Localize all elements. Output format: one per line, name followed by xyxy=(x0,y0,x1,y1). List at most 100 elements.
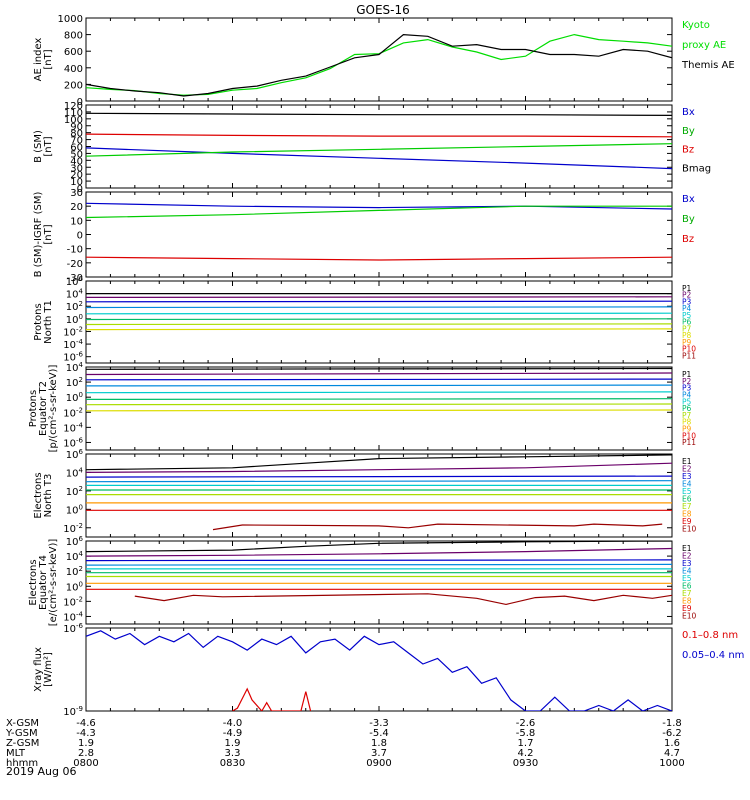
x-axis-table: X-GSM -4.6 -4.0 -3.3 -2.6 -1.8 Y-GSM -4.3 -4.9 -5… xyxy=(5,718,685,769)
series-line-P4 xyxy=(86,384,672,387)
series-line-Bz xyxy=(86,256,672,261)
legend-entry: E8 xyxy=(682,597,692,606)
y-tick-label: 400 xyxy=(64,64,83,75)
legend-entry: Bmag xyxy=(682,163,711,174)
y-tick-label: 106 xyxy=(66,275,84,288)
legend-entry: E7 xyxy=(682,589,692,598)
series-line-E10 xyxy=(212,523,663,531)
legend-entry: Bx xyxy=(682,107,695,118)
y-tick-label: 102 xyxy=(66,300,83,313)
y-axis-label: Protons xyxy=(28,390,39,427)
legend-entry: Bz xyxy=(682,145,694,156)
y-tick-label: 104 xyxy=(66,466,84,479)
y-tick-label: 10 xyxy=(70,216,83,227)
y-axis-label: [nT] xyxy=(43,136,54,156)
panel-ae: 0 200 400 600 800 1000 AE index [nT] Kyoto proxy … xyxy=(33,14,735,108)
panel-electrons_t4: 106 104 102 100 10-2 10-4 Electrons Equator T4[… xyxy=(28,535,697,626)
x-axis-value: 1.7 xyxy=(518,738,534,749)
x-axis-value: 3.3 xyxy=(225,748,241,759)
y-axis-label: North T1 xyxy=(43,300,54,344)
legend-entry: E4 xyxy=(682,480,692,489)
x-axis-value: 0830 xyxy=(220,758,245,769)
series-line-P3 xyxy=(86,300,672,303)
series-line-By xyxy=(86,205,672,219)
series-line-Bx xyxy=(86,147,672,170)
series-line-E1 xyxy=(86,541,672,553)
series-line-P6 xyxy=(86,398,672,400)
series-line-P8 xyxy=(86,409,672,412)
y-tick-label: 10-4 xyxy=(63,610,83,623)
legend-entry: P8 xyxy=(682,418,692,427)
y-axis-label: Protons xyxy=(33,303,44,340)
series-line-P7 xyxy=(86,323,672,326)
legend-entry: E4 xyxy=(682,567,692,576)
legend-entry: E8 xyxy=(682,510,692,519)
y-axis-label: [nT] xyxy=(43,224,54,244)
y-tick-label: 0 xyxy=(77,97,83,108)
y-tick-label: 100 xyxy=(66,503,83,516)
legend-entry: Themis AE xyxy=(681,60,735,71)
legend-entry: Bx xyxy=(682,194,695,205)
legend-entry: P5 xyxy=(682,311,692,320)
y-tick-label: 30 xyxy=(70,163,83,174)
legend-entry: proxy AE xyxy=(682,40,726,51)
y-axis-label: Equator T4 xyxy=(38,555,49,610)
y-axis-label: Electrons xyxy=(28,559,39,605)
legend-entry: P4 xyxy=(682,304,692,313)
series-line-P8 xyxy=(86,328,672,331)
series-line-Themis AE xyxy=(86,33,672,97)
series-line-E2 xyxy=(86,547,672,557)
x-axis-value: 1.9 xyxy=(78,738,94,749)
y-tick-label: 100 xyxy=(66,580,83,593)
legend-entry: P4 xyxy=(682,390,692,399)
y-axis-label: [e/(cm²-s-sr-keV)] xyxy=(48,539,59,627)
legend-entry: P2 xyxy=(682,291,692,300)
y-tick-label: 10-2 xyxy=(63,406,83,419)
x-axis-value: -4.0 xyxy=(223,718,243,729)
legend-entry: E9 xyxy=(682,517,692,526)
legend-entry: E2 xyxy=(682,552,692,561)
x-axis-value: 0800 xyxy=(73,758,98,769)
series-line-Kyoto proxy AE xyxy=(86,33,672,96)
legend-entry: By xyxy=(682,214,695,225)
y-tick-label: 100 xyxy=(66,313,83,326)
x-axis-row-label: MLT xyxy=(6,748,26,759)
legend-entry: P6 xyxy=(682,404,692,413)
series-line-E3 xyxy=(86,559,672,562)
series-line-P2 xyxy=(86,296,672,298)
y-tick-label: 80 xyxy=(70,129,83,140)
x-axis-value: -4.9 xyxy=(223,728,243,739)
legend-entry: P3 xyxy=(682,297,692,306)
y-tick-label: 60 xyxy=(70,143,83,154)
legend-entry: E10 xyxy=(682,612,697,621)
y-tick-label: 100 xyxy=(64,115,83,126)
legend-entry: P6 xyxy=(682,318,692,327)
x-axis-value: -1.8 xyxy=(662,718,682,729)
series-line-By xyxy=(86,143,672,157)
x-axis-value: 1000 xyxy=(659,758,684,769)
panel-frame xyxy=(85,104,673,189)
x-axis-value: 2.8 xyxy=(78,748,94,759)
x-axis-value: 0900 xyxy=(366,758,391,769)
legend-entry: 0.05–0.4 nm xyxy=(682,650,744,661)
y-tick-label: 800 xyxy=(64,31,83,42)
series-line-P2 xyxy=(86,372,672,376)
x-axis-value: -4.3 xyxy=(76,728,96,739)
series-line-E10 xyxy=(134,593,672,606)
x-axis-value: -5.4 xyxy=(369,728,389,739)
y-tick-label: 10-4 xyxy=(63,338,83,351)
x-axis-value: -3.3 xyxy=(369,718,389,729)
legend-entry: E3 xyxy=(682,472,692,481)
legend-entry: P11 xyxy=(682,351,696,360)
y-tick-label: 20 xyxy=(70,202,83,213)
legend-entry: E9 xyxy=(682,604,692,613)
legend-entry: E3 xyxy=(682,559,692,568)
legend-entry: P11 xyxy=(682,438,696,447)
legend-entry: E1 xyxy=(682,544,692,553)
panel-digrf: -30 -20 -10 0 10 20 30 B (SM)-IGRF (SM) [nT] Bx By… xyxy=(33,188,695,284)
y-tick-label: 104 xyxy=(66,361,84,374)
y-axis-label: Equator T2 xyxy=(38,381,49,436)
legend-entry: P9 xyxy=(682,338,692,347)
y-tick-label: 102 xyxy=(66,565,83,578)
